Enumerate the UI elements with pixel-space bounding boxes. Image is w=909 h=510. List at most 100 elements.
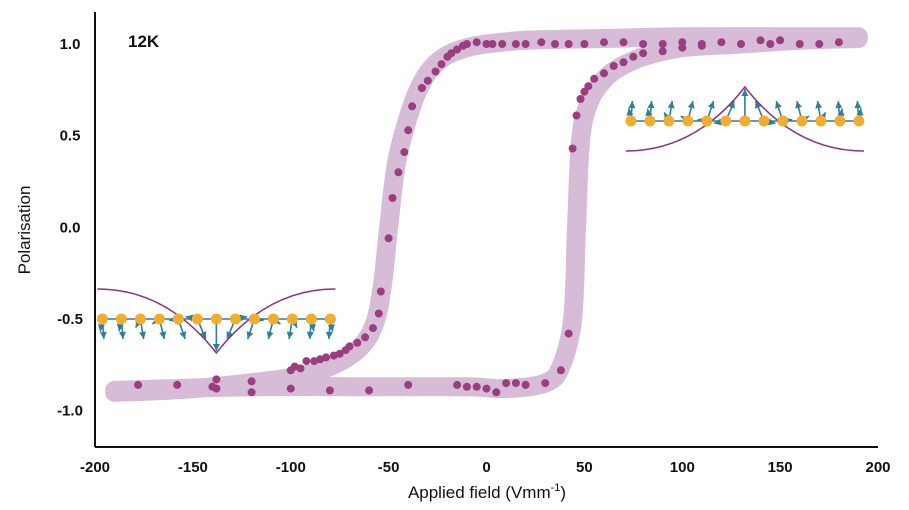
data-point bbox=[173, 380, 182, 389]
inset-atom bbox=[682, 115, 694, 127]
data-point bbox=[404, 380, 413, 389]
inset-atom bbox=[625, 115, 637, 127]
inset-arrowhead bbox=[99, 331, 107, 339]
data-point bbox=[600, 38, 608, 47]
x-axis-title-superscript: -1 bbox=[551, 482, 561, 494]
polarisation-insets bbox=[96, 85, 865, 355]
inset-arrowhead bbox=[741, 88, 749, 96]
inset-atom bbox=[796, 115, 808, 127]
data-point bbox=[678, 43, 687, 52]
inset-atom bbox=[815, 115, 827, 127]
data-point bbox=[572, 111, 581, 120]
data-point bbox=[492, 388, 501, 397]
data-point bbox=[365, 386, 374, 395]
inset-atom bbox=[720, 115, 732, 127]
x-axis-title-main: Applied field (Vmm bbox=[408, 483, 551, 502]
data-point bbox=[556, 366, 565, 375]
data-point bbox=[408, 102, 417, 111]
inset-arrowhead bbox=[775, 100, 782, 109]
inset-arrowhead bbox=[179, 331, 187, 339]
inset-atom bbox=[191, 313, 203, 325]
data-point bbox=[502, 379, 511, 388]
inset-arrowhead bbox=[708, 100, 715, 109]
data-point bbox=[322, 353, 330, 362]
inset-arrowhead bbox=[768, 118, 776, 126]
y-tick-label: 0.0 bbox=[60, 219, 81, 236]
inset-atom bbox=[758, 115, 770, 127]
tick-labels: -200 -150 -100 -50 0 50 100 150 200 1.0 0.5 0.0 -0.5… bbox=[57, 36, 890, 476]
data-point bbox=[697, 41, 706, 50]
data-point bbox=[482, 40, 491, 48]
inset-arrowhead bbox=[286, 331, 294, 339]
inset-atom bbox=[663, 115, 675, 127]
inset-arrowhead bbox=[118, 331, 126, 339]
data-point bbox=[737, 40, 745, 48]
data-point bbox=[345, 342, 354, 351]
inset-arrowhead bbox=[246, 331, 254, 339]
data-point bbox=[353, 338, 362, 347]
y-tick-label: 1.0 bbox=[60, 36, 81, 53]
inset-arrowhead bbox=[755, 100, 762, 109]
x-tick-label: 0 bbox=[482, 459, 490, 476]
x-tick-label: 150 bbox=[768, 459, 793, 476]
data-point bbox=[639, 40, 648, 48]
data-point bbox=[609, 62, 618, 70]
data-point bbox=[453, 45, 462, 54]
inset-atom bbox=[172, 313, 184, 325]
y-axis-title: Polarisation bbox=[15, 186, 34, 275]
data-point bbox=[756, 36, 765, 45]
data-points bbox=[134, 36, 843, 397]
data-point bbox=[437, 60, 446, 69]
data-point bbox=[472, 38, 481, 47]
x-axis-title: Applied field (Vmm-1) bbox=[408, 482, 566, 502]
data-point bbox=[374, 309, 383, 318]
inset-arrowhead bbox=[239, 314, 248, 322]
data-point bbox=[521, 40, 530, 48]
inset-arrowhead bbox=[212, 343, 220, 351]
data-point bbox=[376, 287, 385, 296]
data-point bbox=[208, 382, 217, 391]
inset-atom bbox=[834, 115, 846, 127]
data-point bbox=[384, 234, 393, 243]
inset-arrowhead bbox=[835, 100, 843, 109]
data-point bbox=[462, 382, 471, 391]
inset-atom bbox=[644, 115, 656, 127]
data-point bbox=[404, 126, 413, 135]
data-point bbox=[296, 364, 305, 373]
inset-atom bbox=[267, 313, 279, 325]
data-point bbox=[134, 380, 143, 389]
inset-arrowhead bbox=[728, 100, 735, 109]
data-point bbox=[394, 168, 403, 177]
data-point bbox=[453, 380, 462, 389]
data-point bbox=[639, 49, 648, 58]
y-tick-label: -0.5 bbox=[57, 311, 83, 328]
data-point bbox=[564, 40, 573, 48]
data-point bbox=[423, 76, 432, 85]
x-tick-label: 100 bbox=[670, 459, 695, 476]
inset-atom bbox=[853, 115, 865, 127]
data-point bbox=[212, 375, 221, 384]
data-point bbox=[815, 40, 824, 48]
inset-arrowhead bbox=[226, 331, 233, 339]
data-point bbox=[795, 40, 804, 48]
polarisation-inset-right bbox=[625, 85, 865, 152]
inset-atom bbox=[701, 115, 713, 127]
inset-atom bbox=[115, 313, 127, 325]
inset-arrowhead bbox=[266, 331, 274, 339]
inset-atom bbox=[739, 115, 751, 127]
inset-envelope-curve bbox=[625, 85, 864, 152]
data-point bbox=[511, 379, 520, 388]
inset-arrowhead bbox=[795, 100, 802, 109]
data-point bbox=[590, 74, 599, 83]
data-point bbox=[717, 38, 726, 47]
data-point bbox=[247, 377, 256, 386]
inset-arrowhead bbox=[185, 314, 194, 322]
inset-arrowhead bbox=[325, 331, 333, 339]
data-point bbox=[482, 384, 491, 393]
x-tick-label: -200 bbox=[80, 459, 110, 476]
inset-atom bbox=[210, 313, 222, 325]
inset-arrowhead bbox=[199, 331, 207, 339]
inset-arrowhead bbox=[854, 100, 862, 109]
data-point bbox=[417, 84, 426, 92]
